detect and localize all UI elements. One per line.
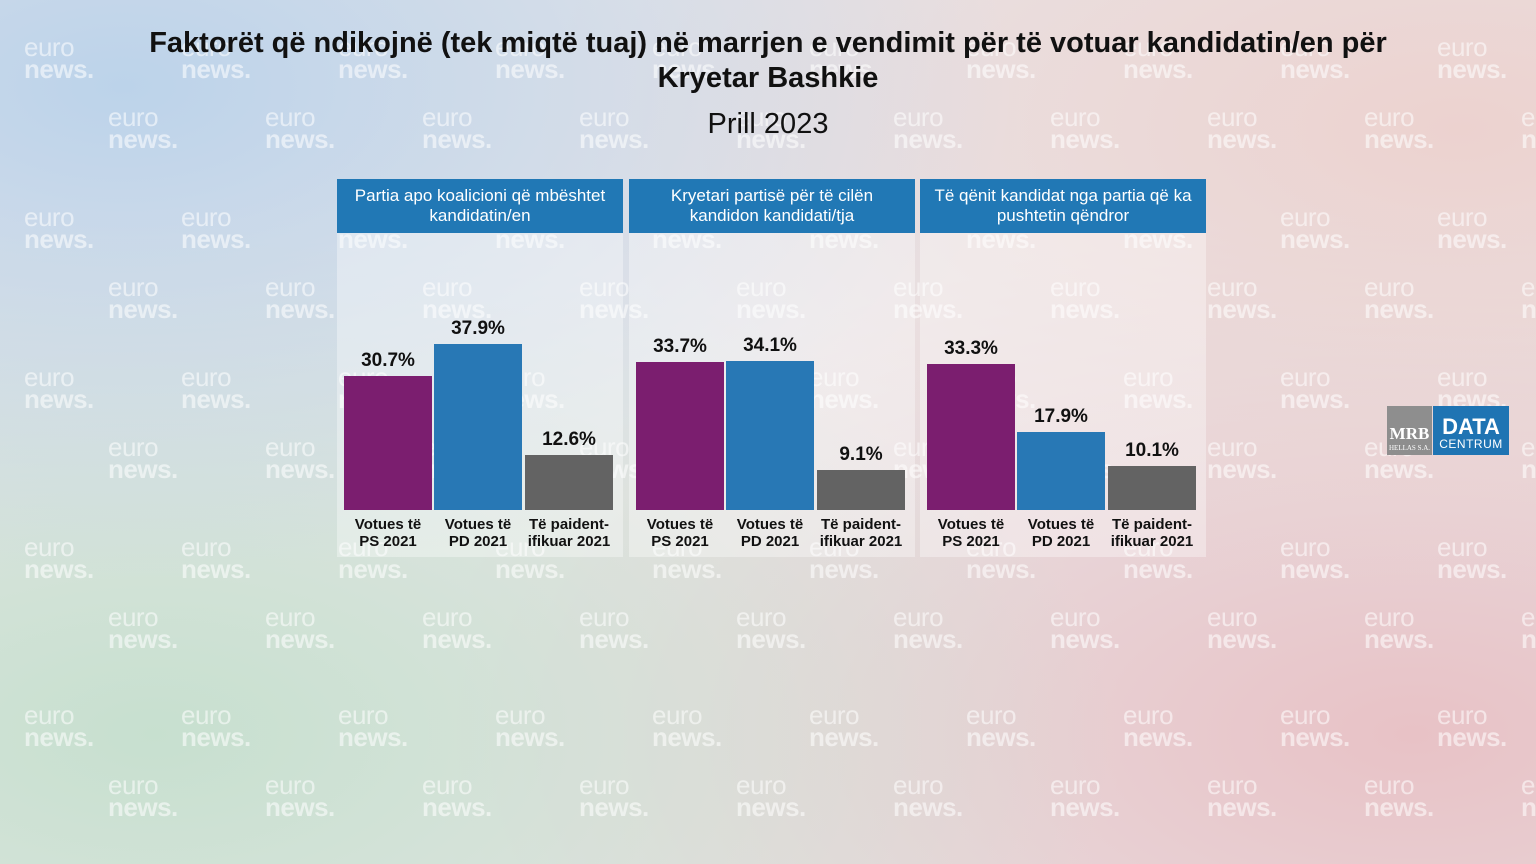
category-label: Votues të PS 2021 [937,516,1005,550]
bar-value-label: 12.6% [542,428,596,450]
panel-party-leader: Kryetari partisë për të cilën kandidon k… [629,179,915,557]
bar-value-label: 33.7% [653,336,707,358]
bar [1017,431,1105,510]
panel-central-power: Të qënit kandidat nga partia që ka pusht… [920,179,1206,557]
mrb-logo: MRB HELLAS S.A. [1387,406,1432,455]
mrb-logo-text: MRB [1389,424,1430,443]
bar-value-label: 10.1% [1125,439,1179,461]
bar [726,360,814,510]
bar-value-label: 17.9% [1034,405,1088,427]
datacentrum-logo: DATA CENTRUM [1433,406,1509,455]
bar-value-label: 34.1% [743,334,797,356]
panel-header: Partia apo koalicioni që mbështet kandid… [337,179,623,233]
chart-title: Faktorët që ndikojnë (tek miqtë tuaj) në… [149,27,1387,94]
chart-subtitle: Prill 2023 [707,108,829,140]
bar [636,362,724,510]
datacentrum-logo-centrum: CENTRUM [1439,437,1503,451]
panel-title: Partia apo koalicioni që mbështet kandid… [354,186,606,225]
bar [817,470,905,510]
bar [1108,465,1196,510]
category-label: Votues të PD 2021 [736,516,804,550]
panel-header: Kryetari partisë për të cilën kandidon k… [629,179,915,233]
bar [525,454,613,510]
category-label: Të paident-ifikuar 2021 [1110,516,1194,550]
panel-title: Kryetari partisë për të cilën kandidon k… [670,186,874,225]
bar [434,343,522,510]
bar [927,364,1015,510]
category-label: Votues të PD 2021 [1027,516,1095,550]
bar [344,375,432,510]
bar-value-label: 9.1% [839,444,883,466]
category-label: Votues të PS 2021 [646,516,714,550]
bar-value-label: 33.3% [944,338,998,360]
category-label: Të paident-ifikuar 2021 [527,516,611,550]
panel-title: Të qënit kandidat nga partia që ka pusht… [934,186,1192,225]
bar-value-label: 30.7% [361,349,415,371]
datacentrum-logo-data: DATA [1442,414,1500,439]
panel-header: Të qënit kandidat nga partia që ka pusht… [920,179,1206,233]
category-label: Votues të PS 2021 [354,516,422,550]
category-label: Të paident-ifikuar 2021 [819,516,903,550]
bar-value-label: 37.9% [451,317,505,339]
panel-party-coalition: Partia apo koalicioni që mbështet kandid… [337,179,623,557]
category-label: Votues të PD 2021 [444,516,512,550]
mrb-logo-subtext: HELLAS S.A. [1388,444,1431,452]
